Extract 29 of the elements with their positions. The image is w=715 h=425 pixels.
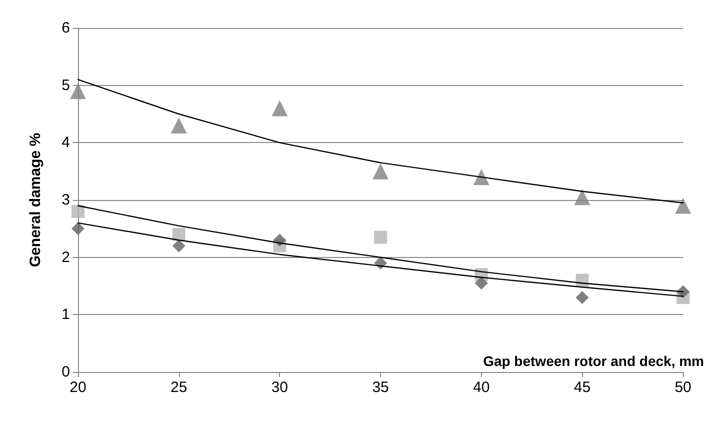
y-tick-label: 0: [62, 364, 70, 380]
y-tick-label: 2: [62, 248, 70, 266]
x-tick-label: 20: [70, 379, 86, 396]
point: [70, 83, 86, 100]
point: [172, 228, 186, 241]
x-axis-title: Gap between rotor and deck, mm: [483, 353, 704, 369]
point: [474, 276, 488, 290]
x-tick-label: 35: [372, 379, 389, 396]
x-tick-label: 50: [674, 379, 692, 396]
y-tick-label: 5: [62, 76, 70, 94]
point: [675, 198, 692, 214]
y-axis-title: General damage %: [27, 132, 44, 268]
x-tick-label: 40: [473, 379, 490, 396]
y-tick-label: 3: [62, 192, 70, 208]
y-tick-label: 1: [62, 306, 70, 324]
point: [72, 222, 84, 236]
y-tick-label: 4: [62, 134, 70, 152]
point: [374, 230, 388, 244]
point: [72, 204, 84, 218]
point: [574, 189, 590, 206]
point: [272, 100, 288, 116]
point: [372, 163, 389, 180]
point: [170, 117, 187, 134]
point: [172, 239, 186, 252]
x-tick-label: 45: [574, 379, 591, 396]
point: [576, 290, 589, 304]
x-tick-label: 30: [271, 379, 288, 396]
y-tick-label: 6: [62, 20, 70, 36]
x-tick-label: 25: [170, 379, 188, 396]
